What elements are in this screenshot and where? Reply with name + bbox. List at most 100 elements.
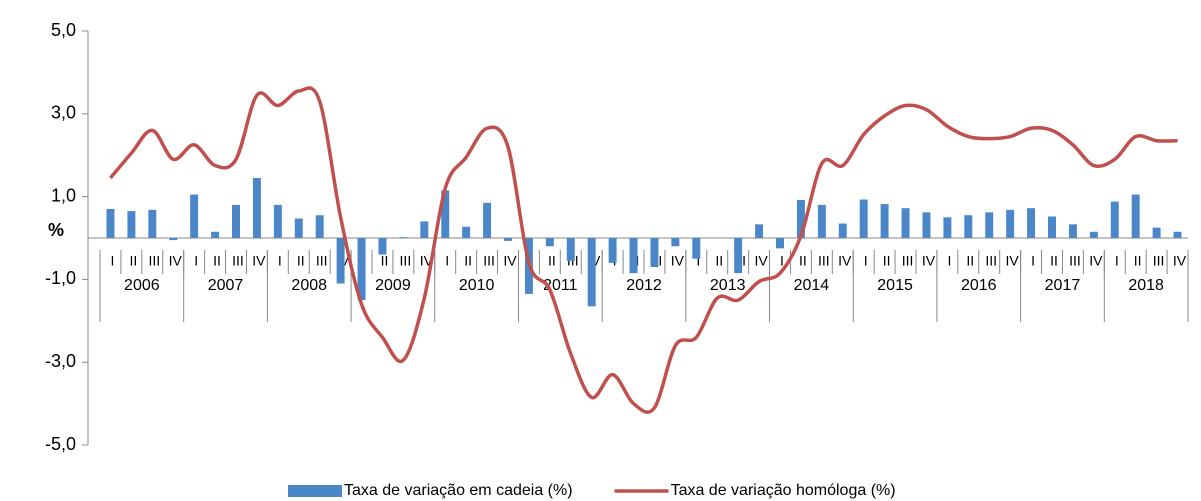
quarter-label: IV [1173, 253, 1187, 269]
bar [587, 238, 596, 307]
bar [1173, 231, 1182, 238]
y-tick-label: -5,0 [45, 434, 76, 454]
quarter-label: IV [1089, 253, 1103, 269]
quarter-label: II [1134, 253, 1142, 269]
bar [441, 190, 450, 238]
quarter-label: IV [922, 253, 936, 269]
bar [1006, 209, 1015, 238]
y-tick-label: 1,0 [51, 185, 76, 205]
quarter-label: II [464, 253, 472, 269]
quarter-label: III [148, 253, 160, 269]
bar [1089, 231, 1098, 238]
quarter-label: II [381, 253, 389, 269]
quarter-label: II [883, 253, 891, 269]
bar [462, 226, 471, 238]
bar [901, 208, 910, 238]
quarter-label: III [400, 253, 412, 269]
quarter-label: I [194, 253, 198, 269]
quarter-label: II [129, 253, 137, 269]
bar [273, 204, 282, 238]
quarter-label: I [696, 253, 700, 269]
quarter-label: I [1031, 253, 1035, 269]
bar [1152, 227, 1161, 238]
bar [796, 199, 805, 238]
quarter-label: IV [838, 253, 852, 269]
quarter-label: IV [252, 253, 266, 269]
bar [211, 231, 220, 238]
quarter-label: II [715, 253, 723, 269]
quarter-label: IV [754, 253, 768, 269]
year-label: 2018 [1128, 277, 1164, 294]
year-label: 2014 [794, 277, 830, 294]
bar [106, 209, 115, 238]
bar [859, 199, 868, 238]
bar [252, 177, 261, 238]
bar [169, 238, 178, 241]
quarter-label: III [316, 253, 328, 269]
bar [671, 238, 680, 247]
bar [294, 218, 303, 238]
bar [1048, 216, 1056, 238]
quarter-label: I [445, 253, 449, 269]
year-label: 2012 [626, 277, 662, 294]
quarter-label: IV [1006, 253, 1020, 269]
bar [880, 204, 889, 238]
bar [943, 217, 952, 238]
bar [545, 238, 554, 247]
bar [838, 223, 847, 238]
bar [504, 238, 512, 241]
y-tick-label: 3,0 [51, 103, 76, 123]
bar [1110, 201, 1119, 238]
year-label: 2016 [961, 277, 997, 294]
bar [964, 215, 973, 238]
bar [315, 215, 324, 238]
quarter-label: IV [169, 253, 183, 269]
bar [817, 204, 826, 238]
bar [1068, 224, 1077, 238]
year-label: 2006 [124, 277, 160, 294]
year-label: 2008 [291, 277, 327, 294]
bar [922, 212, 931, 238]
year-label: 2013 [710, 277, 746, 294]
y-tick-label: -1,0 [45, 268, 76, 288]
bar [127, 211, 136, 238]
quarter-label: II [548, 253, 556, 269]
quarter-label: I [864, 253, 868, 269]
quarter-label: II [799, 253, 807, 269]
quarter-label: III [1153, 253, 1165, 269]
quarter-label: III [483, 253, 495, 269]
bar [190, 194, 199, 238]
bar [692, 238, 701, 259]
year-label: 2017 [1045, 277, 1081, 294]
y-tick-label: 5,0 [51, 20, 76, 40]
quarter-label: III [902, 253, 914, 269]
quarter-label: I [780, 253, 784, 269]
bar [629, 238, 638, 274]
legend-label: Taxa de variação homóloga (%) [671, 482, 896, 499]
quarter-label: IV [503, 253, 517, 269]
quarter-label: IV [671, 253, 685, 269]
bar [420, 221, 429, 238]
year-label: 2007 [208, 277, 244, 294]
bar [483, 202, 492, 238]
quarter-label: I [1115, 253, 1119, 269]
quarter-label: I [278, 253, 282, 269]
quarter-label: II [966, 253, 974, 269]
quarter-label: I [947, 253, 951, 269]
bar [755, 224, 764, 238]
bar [566, 238, 575, 261]
quarter-label: II [213, 253, 221, 269]
legend-swatch [288, 485, 342, 497]
quarter-label: III [1069, 253, 1081, 269]
quarter-label: II [1050, 253, 1058, 269]
bar [1131, 194, 1140, 238]
legend-label: Taxa de variação em cadeia (%) [344, 482, 573, 499]
year-label: 2009 [375, 277, 411, 294]
bar [378, 238, 387, 255]
quarter-label: I [111, 253, 115, 269]
bar [336, 238, 345, 284]
quarter-label: III [985, 253, 997, 269]
y-axis-label: % [48, 220, 64, 240]
bar [1027, 208, 1036, 238]
